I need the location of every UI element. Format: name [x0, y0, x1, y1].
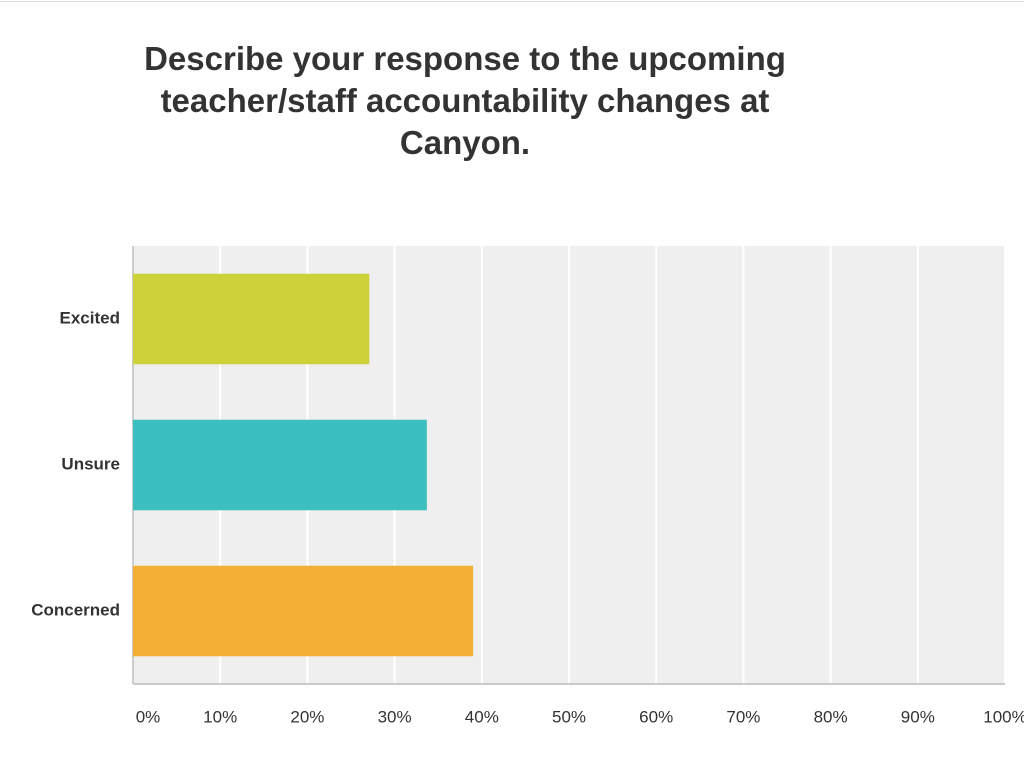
bar	[133, 419, 427, 511]
x-tick-label: 10%	[203, 707, 237, 726]
x-tick-label: 80%	[814, 707, 848, 726]
chart-title: Describe your response to the upcoming t…	[144, 40, 786, 161]
x-tick-label: 90%	[901, 707, 935, 726]
y-tick-label: Excited	[60, 308, 120, 327]
x-tick-label: 70%	[726, 707, 760, 726]
bar	[133, 565, 474, 657]
x-tick-label: 30%	[378, 707, 412, 726]
x-tick-label: 0%	[136, 707, 161, 726]
x-tick-label: 40%	[465, 707, 499, 726]
x-tick-label: 60%	[639, 707, 673, 726]
y-tick-label: Concerned	[31, 600, 120, 619]
bar	[133, 273, 370, 365]
x-tick-label: 50%	[552, 707, 586, 726]
x-tick-label: 100%	[983, 707, 1024, 726]
x-tick-label: 20%	[290, 707, 324, 726]
y-tick-label: Unsure	[61, 454, 120, 473]
